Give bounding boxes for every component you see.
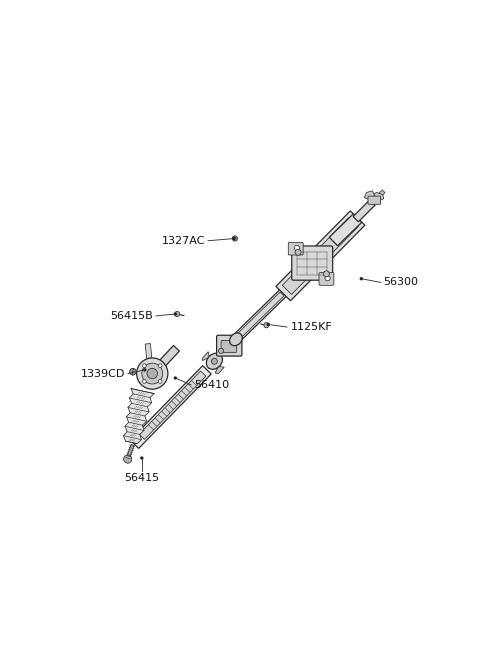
Circle shape — [142, 363, 163, 384]
Circle shape — [130, 368, 136, 375]
Circle shape — [143, 368, 146, 371]
Circle shape — [360, 277, 363, 280]
Polygon shape — [126, 445, 134, 460]
Text: 1327AC: 1327AC — [162, 236, 205, 246]
Polygon shape — [236, 292, 284, 339]
Circle shape — [143, 380, 146, 383]
Circle shape — [232, 236, 238, 241]
FancyBboxPatch shape — [319, 272, 334, 286]
Polygon shape — [158, 345, 180, 367]
Circle shape — [124, 455, 132, 463]
Text: 56410: 56410 — [194, 380, 229, 390]
Text: 56300: 56300 — [384, 278, 419, 288]
Circle shape — [174, 312, 177, 316]
Ellipse shape — [206, 353, 222, 369]
Circle shape — [137, 358, 168, 389]
Circle shape — [218, 348, 224, 354]
Polygon shape — [145, 343, 152, 359]
Circle shape — [295, 250, 301, 255]
Circle shape — [158, 364, 162, 367]
Text: 1125KF: 1125KF — [290, 322, 332, 332]
FancyBboxPatch shape — [221, 341, 237, 352]
Circle shape — [211, 358, 217, 364]
Ellipse shape — [229, 333, 242, 346]
Circle shape — [175, 311, 180, 316]
Polygon shape — [123, 388, 154, 443]
Circle shape — [158, 380, 162, 383]
Circle shape — [140, 457, 144, 460]
Polygon shape — [276, 211, 365, 301]
Polygon shape — [203, 352, 210, 361]
Circle shape — [267, 323, 270, 326]
Circle shape — [324, 271, 329, 277]
Polygon shape — [282, 217, 359, 294]
FancyBboxPatch shape — [288, 242, 303, 255]
Text: 56415: 56415 — [124, 473, 159, 483]
Polygon shape — [139, 371, 206, 440]
Polygon shape — [233, 290, 287, 341]
FancyBboxPatch shape — [292, 246, 333, 280]
Polygon shape — [215, 365, 224, 373]
Circle shape — [235, 338, 240, 343]
Circle shape — [232, 237, 236, 240]
FancyBboxPatch shape — [216, 335, 242, 356]
Polygon shape — [375, 190, 385, 200]
Circle shape — [174, 377, 177, 380]
Polygon shape — [329, 214, 362, 246]
Circle shape — [143, 364, 146, 367]
Text: 56415B: 56415B — [110, 311, 153, 321]
Polygon shape — [353, 200, 375, 222]
Circle shape — [325, 276, 330, 281]
Polygon shape — [130, 365, 211, 449]
Text: 1339CD: 1339CD — [81, 369, 125, 379]
Polygon shape — [364, 191, 375, 200]
Circle shape — [264, 323, 269, 328]
FancyBboxPatch shape — [368, 196, 381, 204]
Circle shape — [147, 368, 157, 379]
Polygon shape — [372, 193, 384, 201]
Circle shape — [294, 246, 300, 250]
